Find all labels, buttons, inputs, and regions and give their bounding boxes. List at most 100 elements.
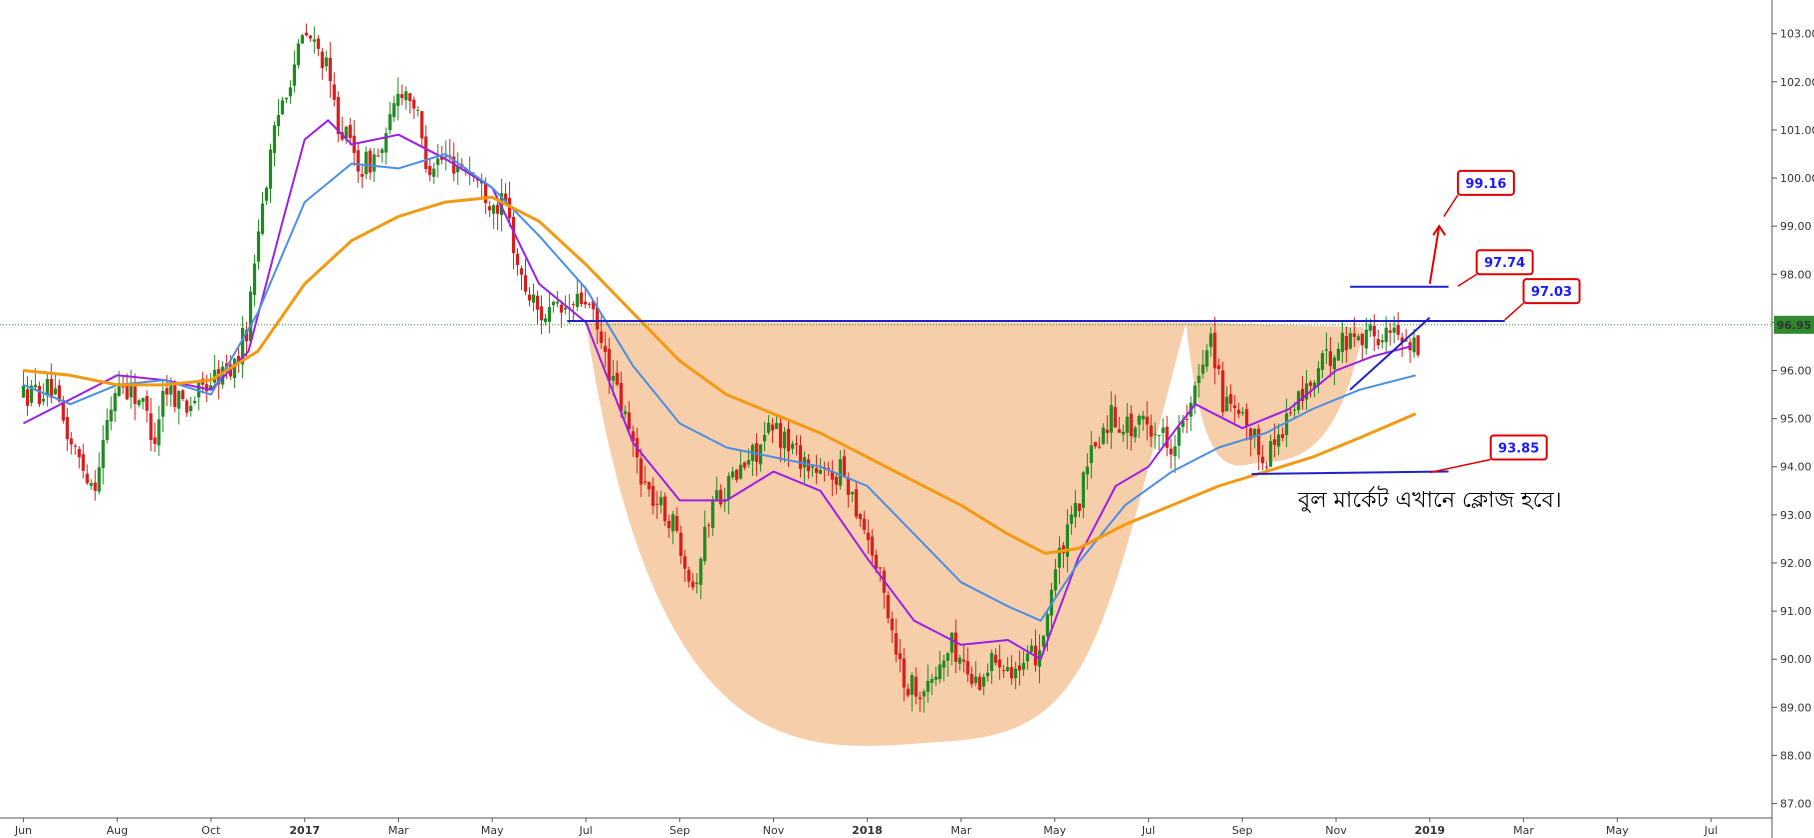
candle-body	[659, 497, 663, 506]
candle-body	[934, 676, 938, 680]
candle-body	[129, 385, 133, 398]
x-tick-label: Jul	[1703, 824, 1717, 837]
x-tick-label: Sep	[1232, 824, 1253, 837]
y-tick-label: 94.00	[1780, 461, 1812, 474]
candle-body	[137, 400, 141, 406]
candle-body	[1376, 338, 1380, 346]
candle-body	[727, 475, 731, 500]
candle-body	[735, 469, 739, 480]
candle-body	[870, 536, 874, 556]
candle-body	[320, 51, 324, 69]
candle-body	[1225, 396, 1229, 412]
candle-body	[998, 659, 1002, 668]
candle-body	[177, 391, 181, 409]
candle-body	[256, 231, 261, 262]
candle-body	[1157, 434, 1161, 436]
candle-body	[679, 532, 683, 556]
candle-body	[1109, 405, 1113, 433]
candle-body	[33, 384, 37, 388]
annotation-99.16: 99.16	[1443, 169, 1515, 217]
candle-body	[1149, 425, 1153, 437]
candle-body	[503, 193, 508, 202]
candle-body	[579, 292, 583, 305]
candle-body	[523, 275, 528, 292]
candle-body	[814, 468, 818, 473]
candle-body	[631, 431, 635, 442]
candle-body	[113, 393, 117, 412]
candle-body	[1392, 327, 1396, 333]
candle-body	[1352, 333, 1356, 337]
candle-body	[902, 658, 906, 688]
candle-body	[420, 111, 424, 139]
candle-body	[1205, 350, 1209, 367]
candle-body	[1384, 327, 1388, 343]
candle-body	[121, 386, 125, 388]
candle-body	[519, 268, 524, 275]
candle-body	[248, 291, 253, 342]
candle-body	[962, 659, 966, 662]
moving-average-line-1	[22, 119, 1412, 661]
candle-body	[1356, 336, 1360, 341]
candle-body	[280, 100, 285, 115]
candle-body	[73, 445, 77, 447]
candle-body	[1129, 413, 1133, 437]
candle-body	[691, 581, 695, 588]
candle-body	[802, 457, 807, 468]
candle-body	[1253, 428, 1257, 438]
candle-body	[356, 150, 360, 172]
candle-body	[157, 419, 161, 446]
y-axis: 87.00 88.00 89.00 90.00 91.00 92.00 93.00 94.00…	[1772, 28, 1814, 811]
candle-body	[687, 569, 691, 582]
x-axis: Jun Aug Oct 2017 Mar May Jul Sep Nov 2018 Mar May Ju…	[14, 818, 1718, 837]
candle-body	[1344, 336, 1348, 351]
candle-body	[57, 385, 61, 402]
candle-body	[762, 434, 767, 442]
annotation-box	[1456, 169, 1515, 196]
annotation-label: 99.16	[1465, 177, 1506, 192]
annotation-label: 93.85	[1498, 441, 1539, 456]
candle-body	[739, 464, 743, 479]
candle-body	[918, 697, 922, 700]
candle-body	[898, 653, 902, 660]
candle-body	[1273, 439, 1277, 445]
candle-body	[1021, 662, 1026, 670]
candle-body	[954, 632, 958, 662]
annotation-pointer	[1443, 194, 1459, 217]
candle-body	[1328, 351, 1333, 367]
candle-body	[344, 126, 348, 139]
candle-body	[826, 468, 830, 470]
candle-body	[1320, 353, 1325, 370]
candle-body	[1312, 382, 1317, 389]
x-tick-label: Mar	[388, 824, 409, 837]
annotation-pointer	[1457, 273, 1478, 287]
candle-body	[1340, 332, 1344, 353]
candle-body	[376, 155, 380, 157]
y-tick-label: 103.00	[1780, 28, 1814, 41]
candle-body	[141, 398, 145, 402]
candle-body	[1233, 405, 1237, 409]
x-tick-label: Nov	[1325, 824, 1347, 837]
target-arrow-head	[1432, 224, 1446, 236]
candle-body	[834, 476, 838, 485]
candle-body	[1089, 445, 1093, 464]
candle-body	[1368, 324, 1372, 331]
candle-body	[1221, 370, 1225, 413]
candle-body	[1288, 412, 1293, 414]
annotation-97.03: 97.03	[1504, 278, 1581, 321]
candle-body	[272, 125, 277, 153]
x-tick-label: 2017	[289, 824, 320, 837]
candle-body	[1364, 329, 1368, 349]
candle-body	[1280, 434, 1285, 439]
candle-body	[818, 470, 822, 474]
y-tick-label: 90.00	[1780, 653, 1812, 666]
candle-body	[1396, 324, 1400, 335]
candle-body	[587, 303, 591, 305]
candle-body	[639, 458, 643, 485]
candle-body	[671, 514, 675, 532]
candle-body	[364, 151, 368, 175]
candle-body	[1400, 337, 1404, 343]
y-tick-label: 91.00	[1780, 605, 1812, 618]
candle-body	[1141, 415, 1145, 420]
candle-body	[707, 524, 711, 526]
candle-body	[786, 428, 791, 452]
